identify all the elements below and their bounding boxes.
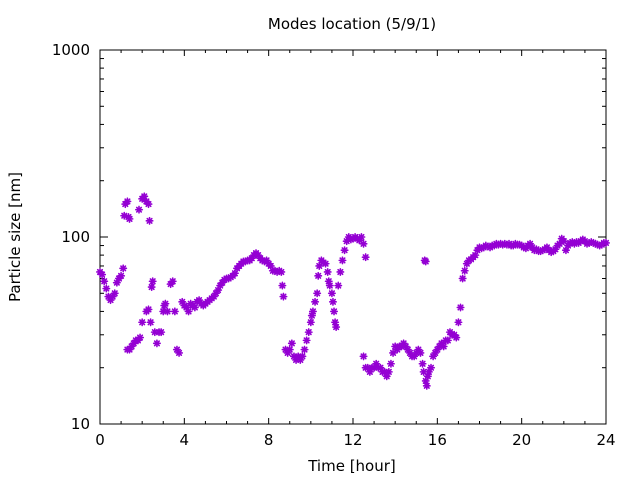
data-point [416, 348, 425, 357]
data-point [123, 197, 132, 206]
data-point [175, 348, 184, 357]
data-point [152, 339, 161, 348]
data-point [359, 239, 368, 248]
data-point [340, 246, 349, 255]
data-point [277, 267, 286, 276]
data-point [278, 281, 287, 290]
data-point [427, 363, 436, 372]
x-tick-label: 8 [264, 431, 274, 449]
data-point [311, 297, 320, 306]
data-point [300, 345, 309, 354]
data-point [145, 216, 154, 225]
data-point [298, 352, 307, 361]
data-point [168, 277, 177, 286]
data-point [456, 303, 465, 312]
data-point [100, 277, 109, 286]
x-tick-label: 4 [180, 431, 190, 449]
data-point [98, 270, 107, 279]
data-point [135, 205, 144, 214]
data-point [443, 336, 452, 345]
data-point [321, 259, 330, 268]
data-point [138, 318, 147, 327]
data-point [361, 253, 370, 262]
data-points [96, 192, 611, 390]
data-point [161, 299, 170, 308]
axis-ticks: 0 4 8 12 16 20 24 10 100 1000 [52, 41, 616, 449]
data-point [146, 318, 155, 327]
data-point [163, 307, 172, 316]
data-point [306, 318, 315, 327]
data-point [330, 307, 339, 316]
data-point [384, 367, 393, 376]
data-point [454, 318, 463, 327]
data-point [144, 200, 153, 209]
y-tick-label: 100 [61, 228, 90, 246]
data-point [110, 289, 119, 298]
data-point [190, 303, 199, 312]
data-point [334, 281, 343, 290]
x-tick-label: 16 [428, 431, 447, 449]
data-point [170, 307, 179, 316]
data-point [421, 257, 430, 266]
data-point [144, 305, 153, 314]
x-tick-label: 0 [95, 431, 105, 449]
data-point [313, 289, 322, 298]
data-point [148, 277, 157, 286]
data-point [422, 381, 431, 390]
y-tick-label: 10 [71, 415, 90, 433]
x-tick-label: 24 [596, 431, 615, 449]
x-tick-label: 12 [343, 431, 362, 449]
data-point [359, 352, 368, 361]
data-point [460, 266, 469, 275]
data-point [439, 342, 448, 351]
y-tick-label: 1000 [52, 41, 90, 59]
data-point [365, 367, 374, 376]
y-axis-label: Particle size [nm] [6, 172, 24, 302]
data-point [117, 271, 126, 280]
data-point [418, 359, 427, 368]
data-point [157, 328, 166, 337]
data-point [285, 345, 294, 354]
data-point [328, 297, 337, 306]
data-point [147, 283, 156, 292]
data-point [266, 261, 275, 270]
data-point [336, 267, 345, 276]
data-point [601, 238, 611, 247]
data-point [332, 323, 341, 332]
data-point [184, 307, 193, 316]
data-point [308, 307, 317, 316]
data-point [386, 359, 395, 368]
data-point [357, 233, 366, 241]
data-point [458, 274, 467, 283]
data-point [331, 318, 340, 327]
data-point [125, 214, 134, 223]
data-point [304, 328, 313, 337]
data-point [136, 333, 145, 342]
data-point [327, 289, 336, 298]
data-point [230, 269, 239, 278]
data-point [102, 284, 111, 293]
data-point [279, 292, 288, 301]
data-point [314, 271, 323, 280]
data-point [338, 256, 347, 265]
data-point [323, 267, 332, 276]
x-tick-label: 20 [512, 431, 531, 449]
data-point [119, 264, 128, 273]
data-point [302, 336, 311, 345]
x-axis-label: Time [hour] [307, 457, 396, 475]
data-point [287, 339, 296, 348]
chart-title: Modes location (5/9/1) [268, 15, 436, 33]
data-point [452, 333, 461, 342]
data-point [325, 281, 334, 290]
